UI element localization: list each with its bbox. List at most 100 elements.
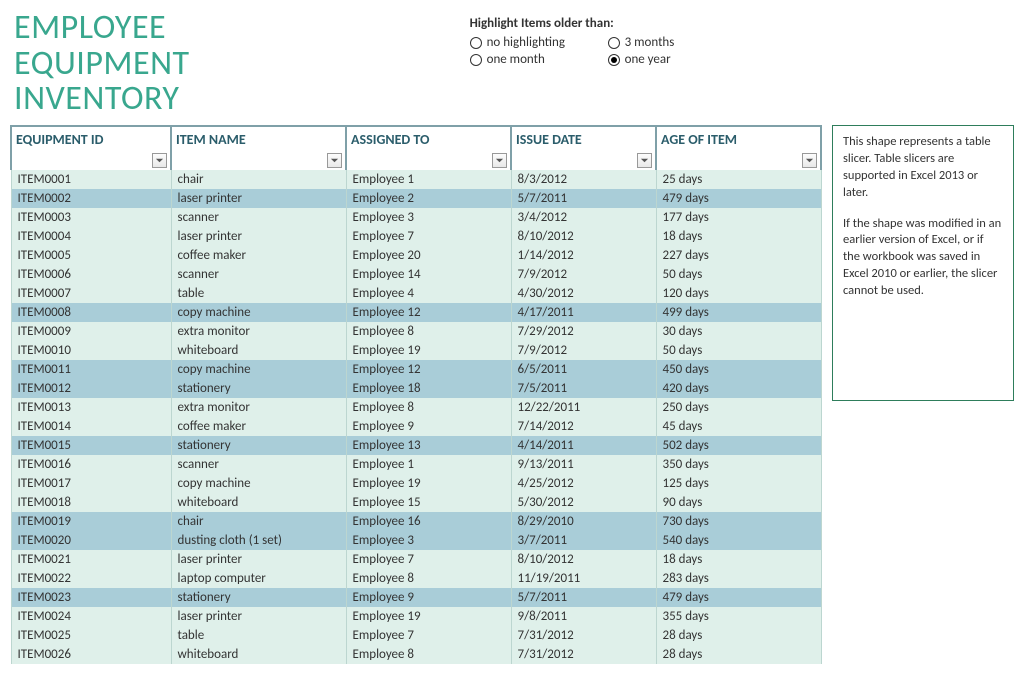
table-row[interactable]: ITEM0010whiteboardEmployee 197/9/201250 … [11, 341, 821, 360]
cell-age: 350 days [656, 455, 821, 474]
table-row[interactable]: ITEM0002laser printerEmployee 25/7/20114… [11, 189, 821, 208]
cell-id: ITEM0017 [11, 474, 171, 493]
cell-id: ITEM0010 [11, 341, 171, 360]
cell-date: 4/30/2012 [511, 284, 656, 303]
table-row[interactable]: ITEM0025tableEmployee 77/31/201228 days [11, 626, 821, 645]
cell-id: ITEM0014 [11, 417, 171, 436]
cell-age: 28 days [656, 626, 821, 645]
table-row[interactable]: ITEM0012stationeryEmployee 187/5/2011420… [11, 379, 821, 398]
table-row[interactable]: ITEM0008copy machineEmployee 124/17/2011… [11, 303, 821, 322]
cell-name: copy machine [171, 303, 346, 322]
radio-label: one year [625, 52, 671, 67]
cell-name: laser printer [171, 550, 346, 569]
cell-id: ITEM0026 [11, 645, 171, 664]
cell-name: whiteboard [171, 341, 346, 360]
filter-dropdown-icon[interactable] [802, 153, 817, 168]
col-header-age[interactable]: AGE OF ITEM [656, 126, 821, 170]
cell-age: 18 days [656, 550, 821, 569]
table-row[interactable]: ITEM0021laser printerEmployee 78/10/2012… [11, 550, 821, 569]
cell-age: 479 days [656, 588, 821, 607]
cell-name: stationery [171, 379, 346, 398]
table-row[interactable]: ITEM0014coffee makerEmployee 97/14/20124… [11, 417, 821, 436]
highlight-controls: Highlight Items older than: no highlight… [470, 16, 728, 67]
cell-assigned: Employee 7 [346, 626, 511, 645]
cell-name: stationery [171, 588, 346, 607]
cell-assigned: Employee 13 [346, 436, 511, 455]
table-row[interactable]: ITEM0023stationeryEmployee 95/7/2011479 … [11, 588, 821, 607]
cell-age: 730 days [656, 512, 821, 531]
table-row[interactable]: ITEM0011copy machineEmployee 126/5/20114… [11, 360, 821, 379]
highlight-option-3[interactable]: one year [608, 52, 728, 67]
cell-name: table [171, 284, 346, 303]
radio-icon [608, 54, 620, 66]
cell-date: 7/31/2012 [511, 645, 656, 664]
cell-name: scanner [171, 455, 346, 474]
col-header-label: ASSIGNED TO [351, 131, 429, 148]
table-row[interactable]: ITEM0001chairEmployee 18/3/201225 days [11, 170, 821, 189]
cell-id: ITEM0009 [11, 322, 171, 341]
cell-age: 28 days [656, 645, 821, 664]
cell-id: ITEM0023 [11, 588, 171, 607]
table-row[interactable]: ITEM0013extra monitorEmployee 812/22/201… [11, 398, 821, 417]
table-row[interactable]: ITEM0024laser printerEmployee 199/8/2011… [11, 607, 821, 626]
radio-icon [470, 54, 482, 66]
cell-name: coffee maker [171, 417, 346, 436]
col-header-assigned[interactable]: ASSIGNED TO [346, 126, 511, 170]
highlight-label: Highlight Items older than: [470, 16, 728, 31]
radio-label: 3 months [625, 35, 675, 50]
table-row[interactable]: ITEM0018whiteboardEmployee 155/30/201290… [11, 493, 821, 512]
cell-age: 540 days [656, 531, 821, 550]
table-row[interactable]: ITEM0015stationeryEmployee 134/14/201150… [11, 436, 821, 455]
table-row[interactable]: ITEM0019chairEmployee 168/29/2010730 day… [11, 512, 821, 531]
cell-date: 7/9/2012 [511, 265, 656, 284]
cell-name: laptop computer [171, 569, 346, 588]
cell-assigned: Employee 7 [346, 227, 511, 246]
radio-label: one month [487, 52, 545, 67]
table-row[interactable]: ITEM0016scannerEmployee 19/13/2011350 da… [11, 455, 821, 474]
radio-icon [608, 37, 620, 49]
filter-dropdown-icon[interactable] [327, 153, 342, 168]
cell-id: ITEM0018 [11, 493, 171, 512]
highlight-option-1[interactable]: 3 months [608, 35, 728, 50]
cell-date: 9/8/2011 [511, 607, 656, 626]
highlight-option-0[interactable]: no highlighting [470, 35, 600, 50]
cell-assigned: Employee 8 [346, 322, 511, 341]
cell-id: ITEM0019 [11, 512, 171, 531]
table-row[interactable]: ITEM0005coffee makerEmployee 201/14/2012… [11, 246, 821, 265]
cell-id: ITEM0024 [11, 607, 171, 626]
cell-date: 5/30/2012 [511, 493, 656, 512]
cell-date: 8/3/2012 [511, 170, 656, 189]
cell-age: 227 days [656, 246, 821, 265]
cell-age: 125 days [656, 474, 821, 493]
table-row[interactable]: ITEM0006scannerEmployee 147/9/201250 day… [11, 265, 821, 284]
cell-age: 502 days [656, 436, 821, 455]
cell-date: 3/7/2011 [511, 531, 656, 550]
table-row[interactable]: ITEM0026whiteboardEmployee 87/31/201228 … [11, 645, 821, 664]
cell-id: ITEM0008 [11, 303, 171, 322]
cell-date: 1/14/2012 [511, 246, 656, 265]
cell-date: 8/10/2012 [511, 227, 656, 246]
filter-dropdown-icon[interactable] [637, 153, 652, 168]
table-row[interactable]: ITEM0020dusting cloth (1 set)Employee 33… [11, 531, 821, 550]
table-row[interactable]: ITEM0009extra monitorEmployee 87/29/2012… [11, 322, 821, 341]
table-row[interactable]: ITEM0022laptop computerEmployee 811/19/2… [11, 569, 821, 588]
cell-id: ITEM0021 [11, 550, 171, 569]
table-row[interactable]: ITEM0017copy machineEmployee 194/25/2012… [11, 474, 821, 493]
table-row[interactable]: ITEM0004laser printerEmployee 78/10/2012… [11, 227, 821, 246]
highlight-option-2[interactable]: one month [470, 52, 600, 67]
slicer-note-p1: This shape represents a table slicer. Ta… [843, 134, 1003, 202]
cell-name: copy machine [171, 360, 346, 379]
cell-assigned: Employee 4 [346, 284, 511, 303]
cell-date: 3/4/2012 [511, 208, 656, 227]
filter-dropdown-icon[interactable] [492, 153, 507, 168]
col-header-id[interactable]: EQUIPMENT ID [11, 126, 171, 170]
table-row[interactable]: ITEM0007tableEmployee 44/30/2012120 days [11, 284, 821, 303]
page-title: EMPLOYEE EQUIPMENT INVENTORY [10, 10, 190, 117]
filter-dropdown-icon[interactable] [152, 153, 167, 168]
cell-id: ITEM0013 [11, 398, 171, 417]
col-header-date[interactable]: ISSUE DATE [511, 126, 656, 170]
slicer-note: This shape represents a table slicer. Ta… [832, 125, 1014, 401]
col-header-name[interactable]: ITEM NAME [171, 126, 346, 170]
table-row[interactable]: ITEM0003scannerEmployee 33/4/2012177 day… [11, 208, 821, 227]
cell-assigned: Employee 16 [346, 512, 511, 531]
